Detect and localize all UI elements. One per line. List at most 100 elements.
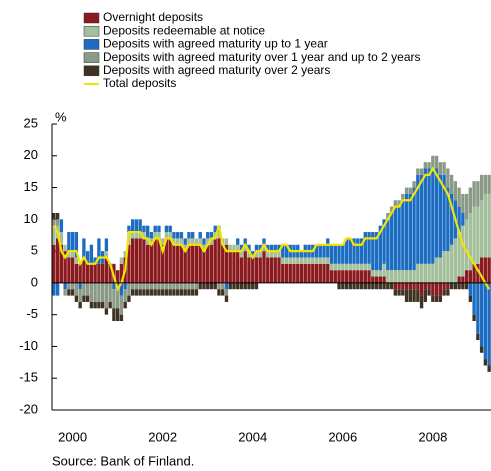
- bar-segment: [146, 282, 150, 290]
- bar-segment: [386, 270, 390, 283]
- bar-segment: [254, 251, 259, 258]
- bar-segment: [318, 244, 322, 258]
- bar-segment: [438, 295, 443, 302]
- y-tick-label: 5: [31, 243, 38, 258]
- bar-segment: [59, 244, 64, 283]
- bar-segment: [70, 232, 75, 252]
- bar-segment: [161, 282, 165, 290]
- bar-segment: [401, 289, 405, 296]
- bar-segment: [258, 257, 262, 283]
- bar-segment: [303, 257, 307, 264]
- bar-segment: [209, 232, 214, 239]
- bar-segment: [119, 295, 124, 315]
- bar-segment: [434, 282, 439, 296]
- bar-segment: [461, 212, 465, 226]
- bar-segment: [416, 282, 420, 290]
- bar-segment: [67, 289, 71, 296]
- bar-segment: [183, 238, 187, 245]
- bar-segment: [461, 225, 465, 277]
- bar-segment: [348, 263, 352, 271]
- bar-segment: [168, 289, 172, 296]
- bar-segment: [82, 295, 86, 302]
- bar-segment: [232, 282, 236, 290]
- bar-segment: [97, 301, 101, 309]
- bar-segment: [479, 282, 484, 347]
- bar-segment: [127, 244, 131, 283]
- bar-segment: [378, 270, 382, 277]
- bar-segment: [104, 238, 109, 252]
- bar-segment: [221, 244, 225, 283]
- bar-segment: [202, 282, 206, 290]
- bar-segment: [431, 282, 435, 296]
- bar-segment: [138, 219, 142, 233]
- x-tick-label: 2008: [418, 429, 447, 444]
- bar-segment: [194, 244, 199, 283]
- bar-segment: [202, 238, 206, 245]
- bar-segment: [412, 181, 416, 188]
- bar-segment: [161, 238, 165, 245]
- bar-segment: [386, 219, 390, 271]
- legend-swatch: [83, 52, 100, 63]
- bar-segment: [427, 282, 431, 290]
- bar-segment: [228, 251, 232, 283]
- bar-segment: [423, 263, 428, 283]
- bar-segment: [329, 270, 334, 283]
- bar-segment: [322, 244, 326, 258]
- bar-segment: [284, 263, 289, 283]
- bar-segment: [187, 244, 191, 283]
- bar-segment: [483, 282, 488, 360]
- bar-segment: [89, 244, 94, 264]
- bar-segment: [397, 270, 401, 283]
- bar-segment: [127, 282, 131, 296]
- bar-segment: [164, 238, 169, 283]
- bar-segment: [100, 263, 105, 283]
- bar-segment: [461, 193, 465, 213]
- bar-segment: [123, 282, 127, 290]
- bar-segment: [224, 295, 229, 302]
- bar-segment: [367, 232, 371, 264]
- bar-segment: [427, 263, 431, 283]
- x-tick-label: 2006: [328, 429, 357, 444]
- y-tick-label: 10: [24, 211, 38, 226]
- bar-segment: [187, 232, 191, 239]
- bar-segment: [378, 276, 382, 283]
- bar-segment: [419, 263, 424, 283]
- bar-segment: [55, 238, 60, 283]
- bar-segment: [472, 314, 476, 322]
- bar-segment: [348, 238, 352, 264]
- bar-segment: [419, 174, 424, 264]
- bar-segment: [457, 206, 461, 233]
- bar-segment: [82, 238, 86, 258]
- bar-segment: [191, 282, 195, 290]
- bar-segment: [472, 181, 476, 207]
- bar-segment: [431, 168, 435, 264]
- bar-segment: [476, 263, 480, 283]
- bar-segment: [247, 244, 251, 252]
- bar-segment: [442, 162, 446, 175]
- bar-segment: [108, 301, 112, 309]
- bar-segment: [457, 187, 461, 207]
- bar-segment: [322, 257, 326, 264]
- legend-label: Deposits with agreed maturity over 1 yea…: [103, 50, 421, 64]
- bar-segment: [247, 251, 251, 258]
- bar-segment: [258, 244, 262, 252]
- bar-segment: [329, 244, 334, 264]
- bar-segment: [104, 308, 109, 315]
- bar-segment: [438, 162, 443, 175]
- bar-segment: [266, 244, 270, 252]
- bar-segment: [434, 168, 439, 258]
- bar-segment: [483, 257, 488, 283]
- legend-label: Overnight deposits: [103, 10, 203, 24]
- bar-segment: [412, 282, 416, 290]
- bar-segment: [453, 282, 458, 290]
- bar-segment: [393, 289, 397, 296]
- bar-segment: [307, 263, 311, 283]
- bar-segment: [59, 219, 64, 233]
- bar-segment: [127, 225, 131, 233]
- bar-segment: [89, 263, 94, 283]
- bar-segment: [179, 244, 184, 283]
- bar-segment: [198, 244, 202, 283]
- bar-segment: [352, 238, 356, 264]
- bar-segment: [476, 206, 480, 264]
- bar-segment: [341, 244, 345, 264]
